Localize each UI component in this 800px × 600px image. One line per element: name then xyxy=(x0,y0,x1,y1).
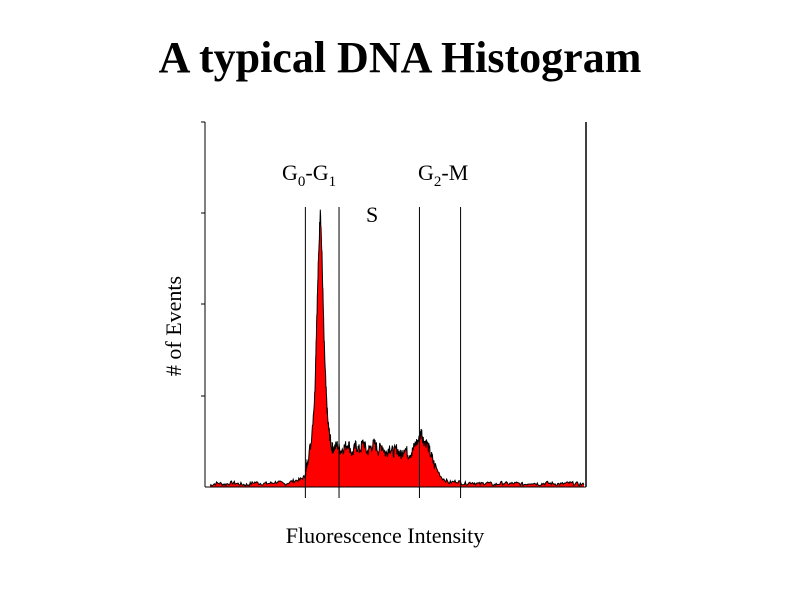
x-ticks xyxy=(304,487,462,498)
histogram-outline xyxy=(209,209,585,487)
x-axis-label: Fluorescence Intensity xyxy=(286,523,485,548)
y-ticks xyxy=(201,121,205,397)
chart-title: A typical DNA Histogram xyxy=(158,33,642,82)
label-g2-m: G2-M xyxy=(418,160,468,190)
region-divider-lines xyxy=(304,207,462,487)
label-g0-g1: G0-G1 xyxy=(282,160,336,190)
y-axis-label: # of Events xyxy=(161,276,186,376)
label-s: S xyxy=(366,202,378,227)
